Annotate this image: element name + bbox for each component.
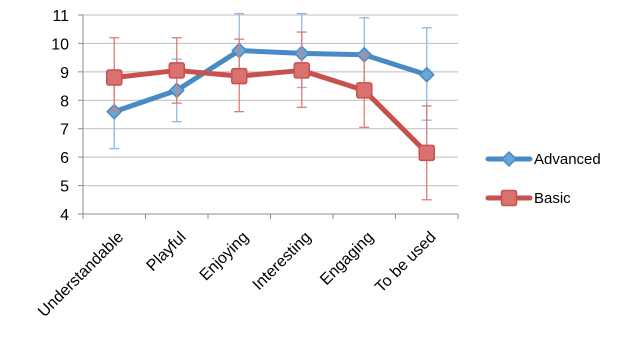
data-point (418, 66, 435, 83)
y-tick-label: 8 (60, 93, 69, 110)
legend-swatch-marker (500, 150, 518, 168)
x-category-label: Engaging (317, 229, 377, 289)
y-axis-tick-labels: 4 5 6 7 8 9 10 11 (51, 8, 69, 224)
legend-label: Basic (534, 190, 571, 207)
y-tick-label: 7 (60, 122, 69, 139)
x-category-label: Interesting (250, 229, 315, 294)
legend-item-advanced: Advanced (485, 150, 601, 168)
x-category-label: Playful (144, 229, 190, 275)
series (106, 12, 435, 201)
data-point (418, 144, 435, 162)
data-point (106, 69, 123, 86)
series-line (111, 67, 430, 156)
x-category-label: To be used (372, 229, 439, 296)
error-bars (109, 31, 432, 201)
legend-swatch-marker (500, 189, 518, 207)
x-axis-category-labels: Understandable Playful EnjoyingInteresting… (35, 229, 439, 321)
y-tick-label: 10 (51, 36, 69, 53)
series-line (111, 48, 430, 115)
data-point (293, 62, 310, 79)
axes (78, 14, 459, 219)
legend-item-basic: Basic (485, 189, 571, 207)
data-point (168, 62, 185, 79)
x-category-label: Understandable (35, 229, 127, 321)
y-tick-label: 9 (60, 65, 69, 82)
x-category-label: Enjoying (197, 229, 252, 284)
data-point (356, 82, 373, 99)
gridlines (83, 14, 458, 187)
y-tick-label: 6 (60, 150, 69, 167)
y-tick-label: 11 (52, 8, 69, 25)
series-basic (106, 31, 435, 201)
legend: Advanced Basic (485, 150, 601, 207)
y-tick-label: 4 (60, 207, 69, 224)
y-tick-label: 5 (60, 179, 69, 196)
legend-label: Advanced (534, 151, 601, 168)
data-point (231, 67, 248, 85)
